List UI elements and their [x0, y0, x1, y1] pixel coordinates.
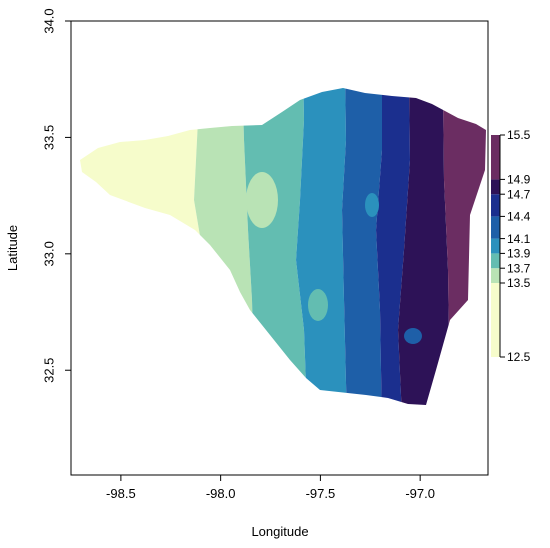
legend-tick-label: 14.4	[507, 210, 531, 224]
zone-6	[376, 88, 410, 405]
legend-tick-label: 15.5	[507, 128, 531, 142]
zone-patch	[246, 172, 278, 228]
x-axis-title: Longitude	[251, 524, 308, 539]
x-axis: -98.5 -98.0 -97.5 -97.0	[106, 475, 435, 501]
zone-2	[192, 88, 258, 405]
legend-tick-label: 13.7	[507, 261, 531, 275]
y-tick-label: 32.5	[42, 358, 57, 383]
legend-swatch	[491, 135, 500, 180]
legend-tick-label: 12.5	[507, 350, 531, 364]
zone-patch	[404, 328, 422, 344]
zone-5	[342, 88, 384, 405]
zone-3	[240, 88, 312, 405]
legend-tick-label: 13.9	[507, 247, 531, 261]
legend-tick-label: 14.7	[507, 187, 531, 201]
zone-7	[398, 88, 452, 405]
x-tick-label: -97.0	[405, 486, 435, 501]
x-tick-label: -98.0	[206, 486, 236, 501]
legend-tick-label: 13.5	[507, 276, 531, 290]
x-tick-label: -97.5	[306, 486, 336, 501]
legend-swatch	[491, 283, 500, 357]
y-axis-title: Latitude	[5, 225, 20, 271]
legend-tick-label: 14.1	[507, 232, 531, 246]
legend-swatch	[491, 238, 500, 254]
y-tick-label: 34.0	[42, 8, 57, 33]
color-legend: 12.5 13.513.713.914.1 14.4 14.714.9 15.5	[491, 128, 531, 364]
legend-tick-label: 14.9	[507, 173, 531, 187]
zone-8	[442, 88, 486, 405]
y-tick-label: 33.0	[42, 241, 57, 266]
y-axis: 32.5 33.0 33.5 34.0	[42, 8, 71, 383]
legend-swatch	[491, 179, 500, 195]
zone-1	[80, 88, 210, 405]
zone-4	[296, 88, 350, 405]
legend-swatch	[491, 216, 500, 239]
y-tick-label: 33.5	[42, 125, 57, 150]
legend-swatch	[491, 268, 500, 283]
legend-swatch	[491, 194, 500, 217]
zone-patch	[308, 289, 328, 321]
zone-patch	[365, 193, 379, 217]
x-tick-label: -98.5	[106, 486, 136, 501]
legend-swatch	[491, 253, 500, 269]
plot-frame	[70, 20, 489, 476]
